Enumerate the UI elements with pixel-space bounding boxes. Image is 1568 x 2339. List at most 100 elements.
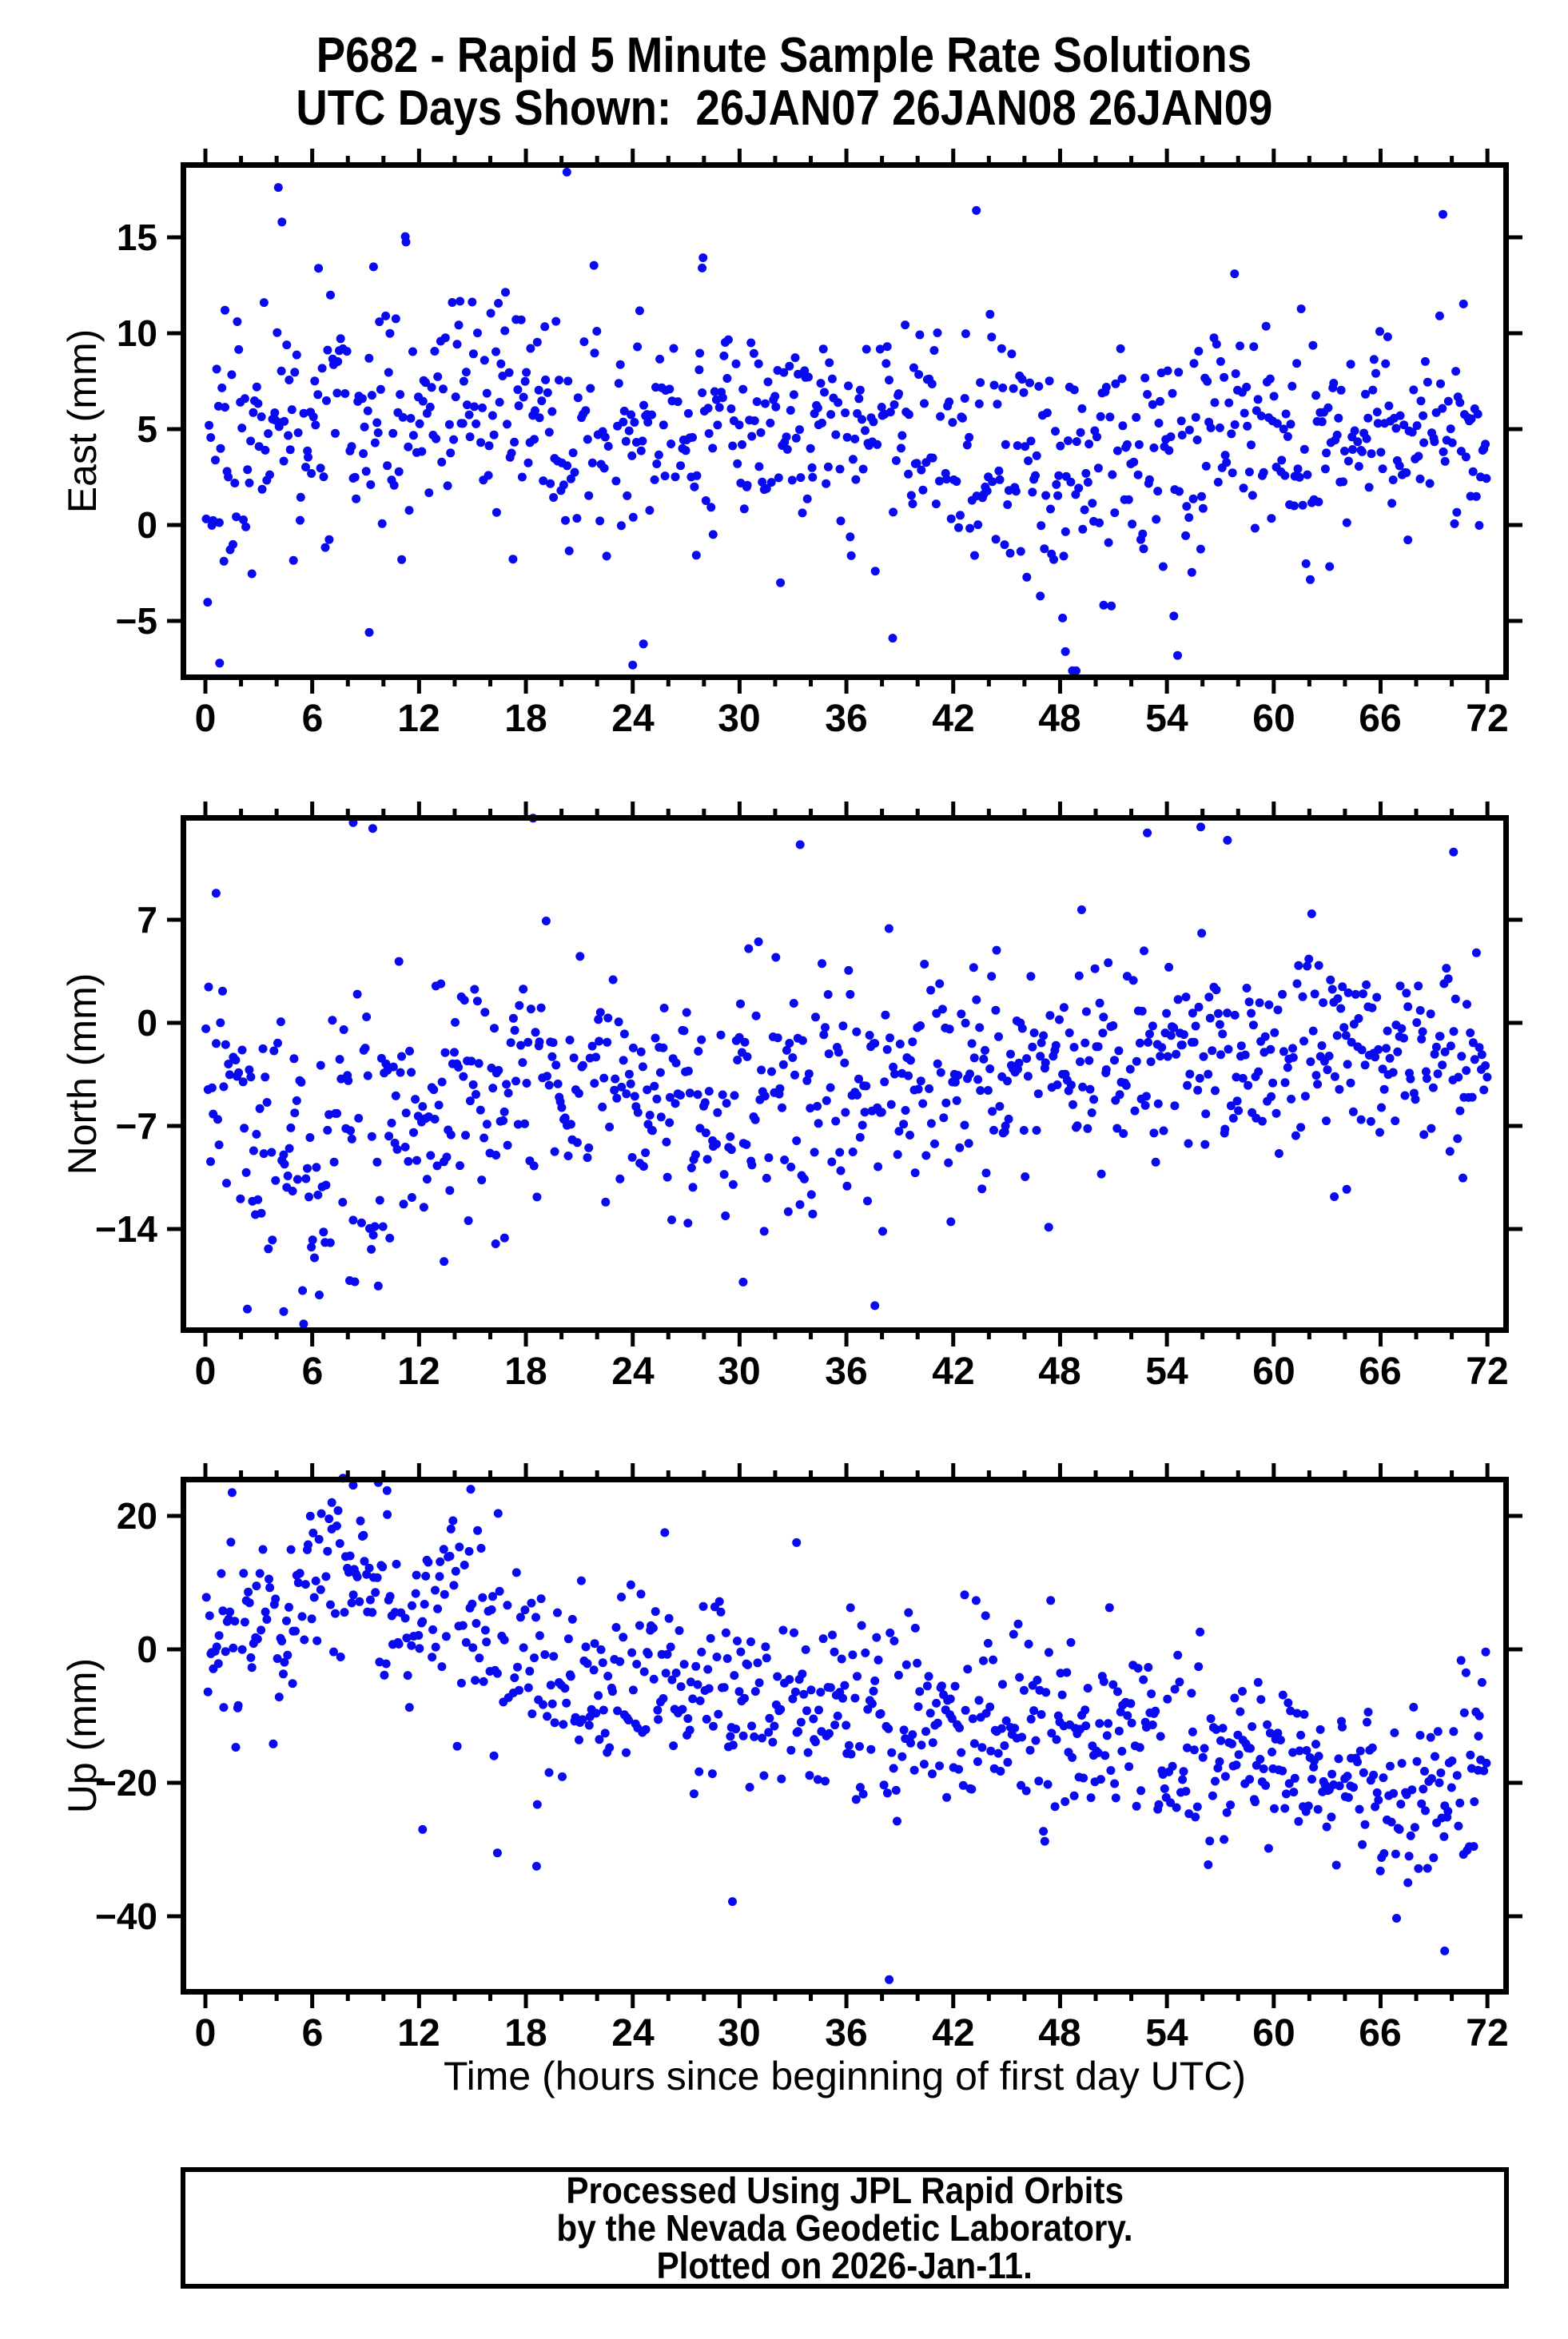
- up-data-point: [716, 1607, 726, 1617]
- up-data-point: [1270, 1804, 1279, 1813]
- up-data-point: [809, 1714, 818, 1724]
- east-data-point: [1267, 514, 1276, 523]
- up-data-point: [451, 1566, 460, 1576]
- east-data-point: [418, 396, 428, 406]
- north-data-point: [782, 1045, 791, 1055]
- east-data-point: [848, 455, 858, 464]
- east-data-point: [633, 342, 643, 352]
- up-data-point: [796, 1717, 806, 1727]
- up-data-point: [1111, 1793, 1120, 1803]
- east-data-point: [401, 237, 411, 247]
- east-data-point: [214, 518, 224, 527]
- east-data-point: [394, 467, 404, 476]
- north-data-point: [303, 1164, 312, 1173]
- east-data-point: [592, 327, 602, 336]
- north-data-point: [262, 1098, 272, 1107]
- up-data-point: [352, 1572, 362, 1581]
- up-data-point: [578, 1715, 587, 1724]
- east-data-point: [987, 332, 997, 342]
- north-data-point: [759, 1227, 769, 1236]
- north-data-point: [972, 995, 981, 1004]
- east-data-point: [498, 372, 507, 380]
- north-data-point: [583, 1153, 592, 1163]
- up-data-point: [312, 1636, 322, 1645]
- up-data-point: [794, 1727, 803, 1736]
- east-data-point: [723, 335, 733, 344]
- up-data-point: [532, 1800, 542, 1809]
- east-data-point: [1342, 518, 1351, 527]
- east-data-point: [1461, 452, 1470, 462]
- north-data-point: [241, 1168, 251, 1177]
- north-data-point: [292, 1096, 301, 1105]
- north-data-point: [464, 1216, 473, 1225]
- north-data-point: [1128, 976, 1138, 985]
- east-data-point: [1212, 340, 1221, 349]
- up-data-point: [464, 1546, 474, 1556]
- north-data-point: [1481, 1061, 1490, 1070]
- east-data-point: [823, 462, 833, 471]
- up-data-point: [332, 1522, 341, 1530]
- north-data-point: [240, 1124, 249, 1133]
- up-data-point: [428, 1625, 438, 1634]
- east-data-point: [1340, 447, 1349, 455]
- up-data-point: [688, 1694, 698, 1704]
- north-data-point: [298, 1286, 308, 1295]
- north-data-point: [434, 1100, 444, 1110]
- up-data-point: [461, 1637, 471, 1647]
- up-data-point: [1349, 1783, 1358, 1792]
- north-data-point: [1228, 1113, 1238, 1123]
- north-data-point: [1204, 1069, 1213, 1079]
- north-data-point: [1283, 1063, 1292, 1072]
- north-data-point: [1081, 1007, 1091, 1016]
- east-data-point: [770, 392, 780, 401]
- north-data-point: [1172, 1049, 1181, 1059]
- north-data-point: [1119, 1129, 1128, 1138]
- east-data-point: [1295, 472, 1304, 482]
- east-data-point: [1196, 544, 1205, 554]
- up-data-point: [1139, 1675, 1148, 1685]
- up-data-point: [1281, 1789, 1291, 1799]
- east-data-point: [1450, 519, 1459, 528]
- up-data-point: [1220, 1835, 1229, 1844]
- up-data-point: [598, 1658, 607, 1668]
- east-data-point: [484, 441, 494, 451]
- up-data-point: [1133, 1664, 1143, 1673]
- north-data-point: [852, 1027, 862, 1036]
- up-data-point: [1043, 1780, 1053, 1789]
- up-data-point: [478, 1593, 488, 1602]
- up-data-point: [1392, 1914, 1401, 1923]
- up-data-point: [1156, 1732, 1165, 1741]
- east-data-point: [1227, 429, 1236, 439]
- up-data-point: [1410, 1823, 1419, 1832]
- up-data-point: [327, 1498, 336, 1507]
- up-data-point: [590, 1639, 599, 1649]
- north-data-point: [551, 1060, 561, 1070]
- east-data-point: [654, 450, 663, 459]
- up-data-point: [785, 1675, 794, 1685]
- north-data-point: [1104, 958, 1113, 968]
- north-data-point: [838, 1021, 848, 1031]
- east-data-point: [1471, 491, 1481, 501]
- up-data-point: [1117, 1747, 1127, 1756]
- north-data-point: [704, 1087, 714, 1096]
- north-data-point: [238, 1077, 248, 1087]
- x-axis-title: Time (hours since beginning of first day…: [443, 2054, 1247, 2098]
- north-data-point: [388, 1062, 398, 1072]
- east-xtick-label: 12: [397, 698, 440, 740]
- east-data-point: [464, 410, 474, 420]
- east-data-point: [363, 406, 372, 416]
- north-data-point: [702, 1155, 712, 1164]
- north-data-point: [611, 1074, 620, 1084]
- up-data-point: [433, 1604, 443, 1613]
- east-data-point: [366, 480, 376, 489]
- east-data-point: [1152, 515, 1161, 524]
- east-data-point: [758, 477, 767, 487]
- up-data-point: [1216, 1736, 1225, 1745]
- up-data-point: [603, 1672, 613, 1681]
- north-data-point: [560, 1113, 570, 1123]
- up-data-point: [805, 1771, 814, 1780]
- north-xtick-label: 0: [194, 1350, 217, 1393]
- up-data-point: [1375, 1866, 1385, 1876]
- north-data-point: [1471, 948, 1481, 957]
- up-data-point: [347, 1598, 356, 1608]
